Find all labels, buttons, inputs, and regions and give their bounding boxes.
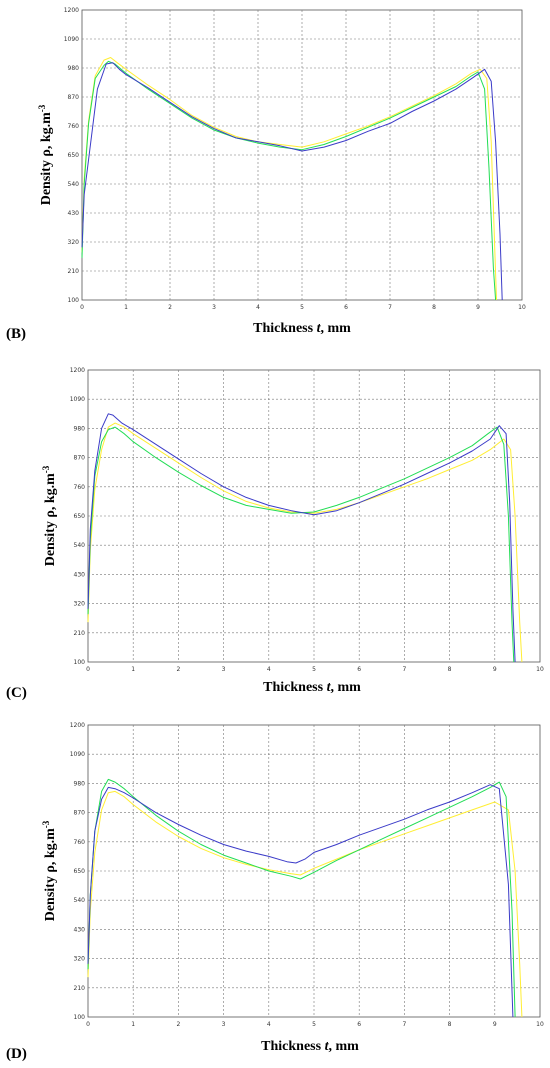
y-tick-label: 210 [74, 630, 86, 637]
x-tick-label: 10 [536, 1021, 544, 1028]
y-tick-label: 540 [68, 181, 80, 188]
x-tick-label: 0 [86, 666, 90, 673]
y-tick-label: 210 [68, 268, 80, 275]
y-tick-label: 980 [68, 65, 80, 72]
y-tick-label: 430 [74, 926, 86, 933]
series-line-1 [87, 790, 523, 1018]
y-tick-label: 1200 [70, 722, 85, 729]
x-tick-label: 5 [300, 304, 304, 311]
y-tick-label: 1090 [70, 396, 85, 403]
y-tick-label: 870 [74, 810, 86, 817]
chart-panel-2: 0 1 2 3 4 5 6 7 8 9 10 100 210 320 430 540 650 760 870 980 1… [6, 367, 544, 701]
x-axis-title: Thickness t, mm [263, 680, 361, 695]
y-tick-label: 650 [74, 868, 86, 875]
y-tick-label: 100 [74, 1014, 86, 1021]
series-line-2 [87, 778, 516, 1018]
x-tick-label: 4 [267, 1021, 271, 1028]
y-tick-label: 1090 [64, 36, 79, 43]
y-tick-label: 760 [68, 123, 80, 130]
x-tick-label: 1 [124, 304, 128, 311]
x-tick-label: 6 [344, 304, 348, 311]
x-tick-label: 4 [267, 666, 271, 673]
y-tick-label: 320 [74, 601, 86, 608]
x-tick-label: 1 [131, 1021, 135, 1028]
x-tick-label: 5 [312, 1021, 316, 1028]
y-tick-label: 650 [68, 152, 80, 159]
x-tick-label: 8 [448, 1021, 452, 1028]
x-tick-label: 3 [222, 666, 226, 673]
x-tick-label: 2 [176, 666, 180, 673]
y-tick-label: 1200 [70, 367, 85, 374]
y-tick-label: 430 [74, 571, 86, 578]
series-line-3 [87, 413, 516, 663]
y-tick-label: 320 [74, 956, 86, 963]
y-tick-label: 870 [68, 94, 80, 101]
y-tick-label: 100 [74, 659, 86, 666]
series-line-3 [81, 62, 503, 301]
x-axis-title: Thickness t, mm [261, 1039, 359, 1054]
x-tick-label: 5 [312, 666, 316, 673]
chart-panel-3: 0 1 2 3 4 5 6 7 8 9 10 100 210 320 430 540 650 760 870 980 1… [6, 722, 544, 1062]
y-tick-label: 650 [74, 513, 86, 520]
y-tick-label: 100 [68, 297, 80, 304]
y-axis-title: Density ρ, kg.m-3 [37, 104, 54, 205]
x-tick-label: 3 [212, 304, 216, 311]
y-tick-label: 760 [74, 839, 86, 846]
y-tick-label: 760 [74, 484, 86, 491]
x-tick-label: 9 [476, 304, 480, 311]
x-axis-title: Thickness t, mm [253, 321, 351, 336]
x-tick-label: 0 [80, 304, 84, 311]
y-tick-label: 540 [74, 542, 86, 549]
x-tick-label: 10 [536, 666, 544, 673]
x-tick-label: 6 [357, 666, 361, 673]
x-tick-label: 8 [448, 666, 452, 673]
series-line-3 [87, 784, 514, 1018]
y-tick-label: 210 [74, 985, 86, 992]
series-line-2 [81, 60, 497, 301]
x-tick-label: 9 [493, 1021, 497, 1028]
x-tick-label: 1 [131, 666, 135, 673]
y-tick-label: 320 [68, 239, 80, 246]
x-tick-label: 7 [402, 1021, 406, 1028]
chart-panel-1: 0 1 2 3 4 5 6 7 8 9 10 100 210 320 430 540 650 760 870 980 1… [6, 7, 526, 342]
y-tick-label: 1090 [70, 751, 85, 758]
y-axis-title: Density ρ, kg.m-3 [41, 820, 58, 921]
y-tick-label: 980 [74, 780, 86, 787]
panel-label: (C) [6, 685, 27, 701]
x-tick-label: 0 [86, 1021, 90, 1028]
x-tick-label: 2 [176, 1021, 180, 1028]
y-tick-label: 430 [68, 210, 80, 217]
panel-label: (D) [6, 1046, 27, 1062]
series-line-1 [81, 57, 497, 301]
series-line-2 [87, 426, 515, 663]
series-line-1 [87, 422, 523, 663]
x-tick-label: 9 [493, 666, 497, 673]
x-tick-label: 7 [402, 666, 406, 673]
y-tick-label: 870 [74, 455, 86, 462]
x-tick-label: 8 [432, 304, 436, 311]
y-tick-label: 540 [74, 897, 86, 904]
x-tick-label: 6 [357, 1021, 361, 1028]
x-tick-label: 3 [222, 1021, 226, 1028]
y-axis-title: Density ρ, kg.m-3 [41, 465, 58, 566]
y-tick-label: 980 [74, 425, 86, 432]
panel-label: (B) [6, 326, 26, 342]
y-tick-label: 1200 [64, 7, 79, 14]
x-tick-label: 7 [388, 304, 392, 311]
x-tick-label: 4 [256, 304, 260, 311]
x-tick-label: 2 [168, 304, 172, 311]
x-tick-label: 10 [518, 304, 526, 311]
